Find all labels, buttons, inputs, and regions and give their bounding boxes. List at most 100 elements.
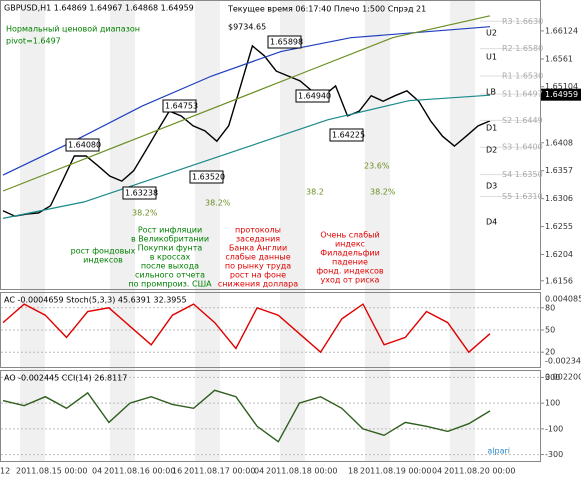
x-tick-label: 04 [254, 467, 264, 476]
price-label-box [189, 170, 224, 184]
annotation: по рынку труда [225, 262, 291, 271]
annotation: заседания [236, 235, 280, 244]
pivot-label: S1 1.6497 [502, 90, 543, 99]
annotation: снижения доллара [218, 280, 298, 289]
channel-label: D4 [486, 218, 497, 227]
series-line [2, 26, 491, 176]
annotation: после выхода [141, 262, 199, 271]
fib-label: 38.2% [205, 199, 231, 208]
annotation: Очень слабый [320, 231, 379, 240]
y-tick-label: 20 [545, 348, 555, 357]
scale-label: 0.004085 [545, 295, 581, 304]
channel-label: U2 [486, 29, 497, 38]
fib-label: 23.6% [364, 162, 390, 171]
pivot-label: S2 1.6449 [502, 116, 543, 125]
y-tick-label: 1.6408 [545, 138, 573, 147]
y-tick-label: -300 [545, 450, 563, 459]
y-tick-label: 1.6306 [545, 194, 573, 203]
price-label-box [162, 99, 197, 113]
series-line [2, 94, 491, 219]
x-tick-label: 18 [348, 467, 358, 476]
annotation: слабые данные [225, 253, 290, 262]
fib-label: 38.2 [306, 188, 324, 197]
series-line [2, 389, 491, 443]
annotation: рост фондовых [71, 247, 136, 256]
balance: $9734.65 [228, 23, 266, 32]
annotation: индекс [335, 240, 365, 249]
y-tick-label: 1.6255 [545, 222, 573, 231]
pivot-label: R1 1.6530 [502, 72, 543, 81]
annotation: Покупки фунта [138, 244, 203, 253]
ao-panel [0, 370, 541, 462]
annotation: фонд. индексов [316, 267, 384, 276]
annotation: индексов [83, 256, 123, 265]
price-label: 1.64080 [68, 141, 101, 150]
x-tick-label: 12 [0, 467, 10, 476]
annotation: по промпроиз. США [128, 280, 212, 289]
note: pivot=1.6497 [6, 37, 61, 46]
y-tick-label: 1.6204 [545, 250, 573, 259]
channel-label: D1 [486, 124, 497, 133]
x-tick-label: 2011.08.15 00:00 [16, 467, 87, 476]
annotation: в Великобритании [131, 235, 209, 244]
price-label-box [329, 128, 364, 142]
price-label-box [122, 186, 157, 200]
panel-title: AO -0.002445 CCI(14) 26.8117 [4, 374, 127, 383]
annotation: падение [332, 258, 368, 267]
note: Нормальный ценовой диапазон [6, 25, 140, 34]
x-tick-label: 04 [432, 467, 442, 476]
panel-title: GBPUSD,H1 1.64869 1.64967 1.64868 1.6495… [4, 4, 194, 13]
price-label: 1.63520 [192, 173, 225, 182]
x-tick-label: 2011.08.20 00:00 [444, 467, 515, 476]
x-tick-label: 2011.08.18 00:00 [266, 467, 337, 476]
price-label-box [295, 89, 330, 103]
price-label: 1.64225 [332, 131, 365, 140]
series-line [2, 15, 491, 192]
session-bands [20, 0, 475, 462]
pivot-label: S3 1.6400 [502, 143, 543, 152]
channel-label: D2 [486, 146, 497, 155]
logo: alpari [487, 447, 510, 456]
channel-label: U1 [486, 53, 497, 62]
subtitle: Текущее время 06:17:40 Плечо 1:500 Спрэд… [227, 5, 426, 14]
x-tick-label: 04 [92, 467, 102, 476]
fib-label: 38.2% [132, 209, 158, 218]
scale-label: -0.00234 [545, 357, 581, 366]
annotation: уход от риска [321, 276, 380, 285]
channel-label: D3 [486, 182, 497, 191]
fib-label: 38.2% [370, 188, 396, 197]
y-tick-label: 80 [545, 303, 555, 312]
annotation: Филадельфии [320, 249, 380, 258]
y-tick-label: 1.6357 [545, 166, 573, 175]
annotation: Рост инфляции [138, 226, 202, 235]
y-tick-label: 50 [545, 326, 555, 335]
pivot-label: R3 1.6630 [502, 17, 543, 26]
price-label-box [65, 138, 100, 152]
y-tick-label: 100 [545, 399, 560, 408]
series-line [2, 44, 491, 217]
x-tick-label: 2011.08.16 00:00 [104, 467, 175, 476]
y-tick-label: 300 [545, 373, 560, 382]
x-tick-label: 2011.08.19 00:00 [360, 467, 431, 476]
price-label: 1.63238 [125, 189, 158, 198]
price-label: 1.64940 [298, 92, 331, 101]
price-label: 1.65898 [270, 38, 303, 47]
annotation: протоколы [235, 226, 281, 235]
annotation: Банка Англии [229, 244, 287, 253]
scale-label: 0.002200 [545, 373, 581, 382]
annotation: в кроссах [150, 253, 191, 262]
pivot-label: S5 1.6310 [502, 192, 543, 201]
pivot-label: S4 1.6350 [502, 170, 543, 179]
current-price-box [541, 88, 581, 101]
y-tick-label: 1.65104 [545, 82, 578, 91]
annotation: рост на фоне [230, 271, 286, 280]
y-tick-label: -100 [545, 424, 563, 433]
price-label-box [267, 35, 302, 49]
series-line [2, 303, 491, 354]
main-panel [0, 0, 541, 290]
current-price: 1.64959 [545, 90, 578, 99]
pivot-label: R2 1.6580 [502, 44, 543, 53]
price-label: 1.64753 [165, 102, 198, 111]
x-tick-label: 2011.08.17 00:00 [184, 467, 255, 476]
